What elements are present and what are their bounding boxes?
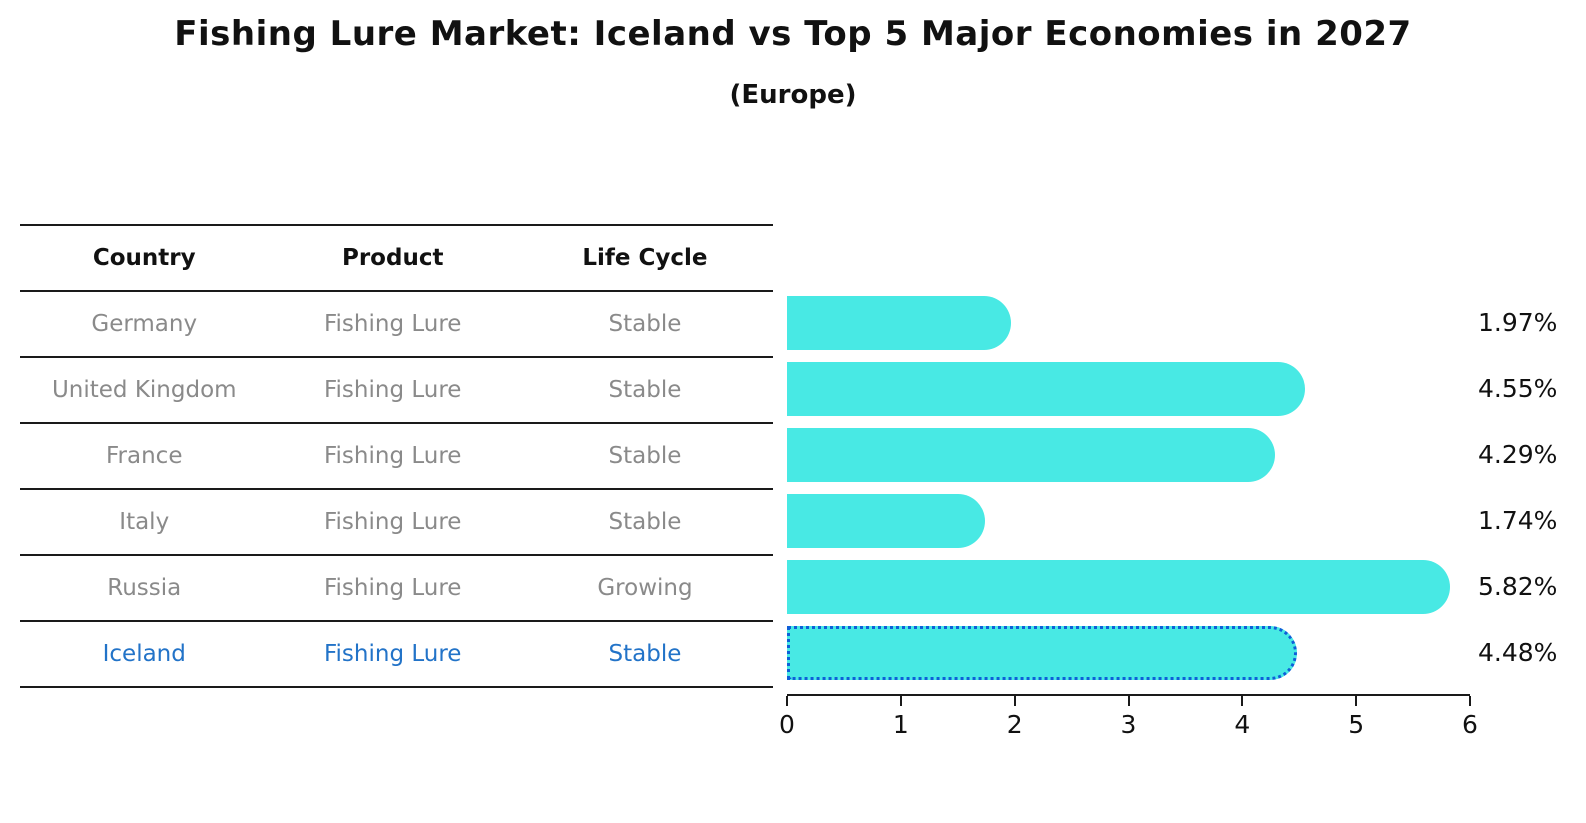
value-labels: 1.97% 4.55% 4.29% 1.74% 5.82% 4.48%	[1478, 290, 1586, 686]
cell-country: Germany	[91, 311, 198, 337]
x-tick-mark	[1469, 696, 1471, 706]
x-tick-label: 0	[779, 710, 795, 739]
value-label-germany: 1.97%	[1478, 308, 1558, 337]
value-label-russia: 5.82%	[1478, 572, 1558, 601]
table-row: France Fishing Lure Stable	[20, 424, 773, 490]
table-row-iceland: Iceland Fishing Lure Stable	[20, 622, 773, 688]
cell-product: Fishing Lure	[323, 377, 462, 403]
chart-title: Fishing Lure Market: Iceland vs Top 5 Ma…	[174, 14, 1412, 54]
value-label-iceland: 4.48%	[1478, 638, 1558, 667]
x-tick-mark	[786, 696, 788, 706]
x-tick-mark	[1013, 696, 1016, 706]
cell-country: Italy	[119, 509, 170, 535]
x-tick-label: 6	[1462, 710, 1478, 739]
bar-russia	[787, 560, 1450, 614]
table-header-row: Country Product Life Cycle	[20, 226, 773, 292]
cell-life-cycle: Stable	[608, 443, 682, 469]
col-header-country: Country	[92, 245, 196, 271]
x-tick-mark	[1127, 696, 1130, 706]
value-label-united-kingdom: 4.55%	[1478, 374, 1558, 403]
bar-united-kingdom	[787, 362, 1305, 416]
cell-life-cycle: Growing	[597, 575, 693, 601]
cell-product: Fishing Lure	[323, 509, 462, 535]
cell-product: Fishing Lure	[323, 311, 462, 337]
bar-iceland	[787, 626, 1297, 680]
x-tick-label: 1	[892, 710, 909, 739]
col-header-product: Product	[341, 245, 444, 271]
value-label-france: 4.29%	[1478, 440, 1558, 469]
table-row: Russia Fishing Lure Growing	[20, 556, 773, 622]
cell-product: Fishing Lure	[323, 443, 462, 469]
x-axis: 0 1 2 3 4 5 6	[779, 694, 1478, 739]
x-tick-mark	[899, 696, 902, 706]
x-tick-label: 4	[1234, 710, 1251, 739]
cell-country: Iceland	[102, 641, 186, 667]
cell-country: United Kingdom	[51, 377, 237, 403]
cell-country: France	[106, 443, 183, 469]
value-label-italy: 1.74%	[1478, 506, 1558, 535]
table-row: Italy Fishing Lure Stable	[20, 490, 773, 556]
chart-subtitle: (Europe)	[729, 80, 857, 110]
cell-life-cycle: Stable	[608, 377, 682, 403]
x-tick-mark	[1241, 696, 1244, 706]
cell-product: Fishing Lure	[323, 641, 462, 667]
country-table: Country Product Life Cycle Germany Fishi…	[20, 224, 773, 688]
bar-italy	[787, 494, 986, 548]
cell-product: Fishing Lure	[323, 575, 462, 601]
x-tick-mark	[1355, 696, 1358, 706]
cell-life-cycle: Stable	[608, 311, 682, 337]
cell-life-cycle: Stable	[608, 641, 682, 667]
x-tick-label: 5	[1348, 710, 1365, 739]
cell-country: Russia	[107, 575, 182, 601]
bar-france	[787, 428, 1276, 482]
bar-germany	[787, 296, 1012, 350]
x-tick-label: 2	[1006, 710, 1023, 739]
table-row: United Kingdom Fishing Lure Stable	[20, 358, 773, 424]
cell-life-cycle: Stable	[608, 509, 682, 535]
bar-plot-area	[787, 290, 1470, 686]
x-tick-label: 3	[1120, 710, 1137, 739]
table-row: Germany Fishing Lure Stable	[20, 292, 773, 358]
col-header-life-cycle: Life Cycle	[582, 245, 708, 271]
